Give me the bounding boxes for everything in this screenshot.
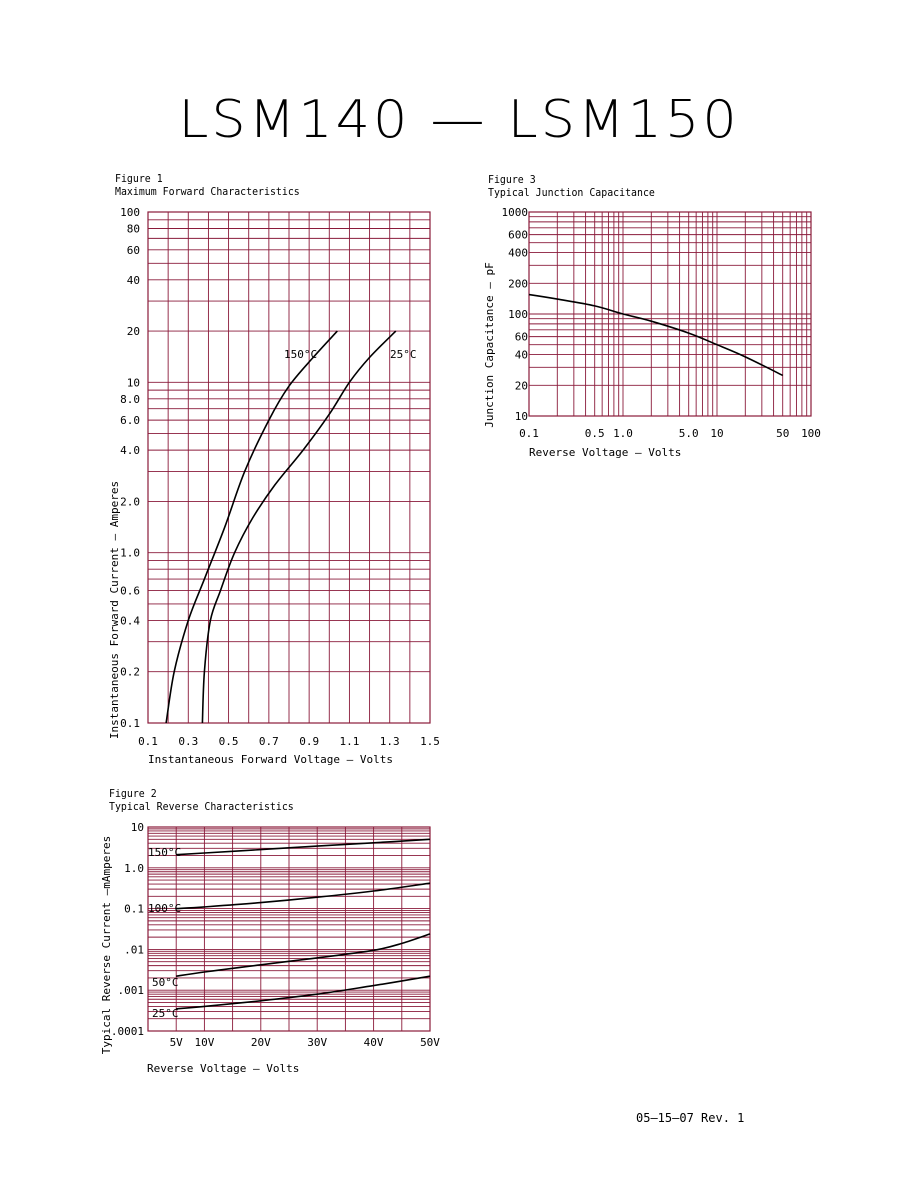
fig1-series-line-1 — [201, 330, 397, 724]
fig1-x-tick-label: 0.7 — [259, 735, 279, 748]
fig2-series-label-0: 150°C — [148, 846, 181, 859]
fig1-x-tick-label: 0.9 — [299, 735, 319, 748]
fig2-x-tick-label: 20V — [251, 1036, 271, 1049]
fig2-x-tick-label: 30V — [307, 1036, 327, 1049]
fig2-x-tick-label: 40V — [364, 1036, 384, 1049]
fig2-number: Figure 2 — [109, 787, 157, 800]
fig2-y-tick-label: 10 — [131, 821, 144, 834]
fig2-y-tick-label: .001 — [118, 984, 145, 997]
fig2-x-tick-label: 50V — [420, 1036, 440, 1049]
fig1-y-tick-label: 6.0 — [120, 414, 140, 427]
fig1-y-tick-label: 40 — [127, 274, 140, 287]
fig1-y-tick-label: 1.0 — [120, 547, 140, 560]
fig2-series-line-0 — [176, 838, 431, 856]
fig2-x-tick-label: 10V — [194, 1036, 214, 1049]
fig3-y-tick-label: 1000 — [502, 206, 529, 219]
fig2-chart: 5V 10V 20V 30V 40V 50V 10 1.0 0.1 .01 .001 .0001 150… — [100, 821, 440, 1075]
fig3-x-tick-label: 1.0 — [613, 427, 633, 440]
fig3-y-tick-label: 40 — [515, 349, 528, 362]
revision-footer: 05–15–07 Rev. 1 — [636, 1111, 745, 1125]
fig1-y-tick-label: 10 — [127, 376, 140, 389]
fig1-y-tick-label: 100 — [120, 206, 140, 219]
fig3-y-tick-label: 200 — [508, 277, 528, 290]
fig3-y-tick-label: 60 — [515, 331, 528, 344]
fig1-label: Figure 1 Maximum Forward Characteristics — [115, 172, 300, 198]
fig1-title: Maximum Forward Characteristics — [115, 185, 300, 198]
fig1-y-tick-label: 2.0 — [120, 495, 140, 508]
fig2-y-tick-label: 1.0 — [124, 862, 144, 875]
fig3-number: Figure 3 — [488, 173, 536, 186]
fig2-series-line-2 — [176, 933, 431, 977]
fig3-y-tick-label: 400 — [508, 247, 528, 260]
fig3-y-axis-label: Junction Capacitance – pF — [483, 262, 496, 428]
fig2-series-label-3: 25°C — [152, 1007, 179, 1020]
fig3-x-tick-label: 100 — [801, 427, 821, 440]
fig3-series-line-0 — [528, 293, 784, 377]
fig2-series-line-3 — [176, 975, 431, 1010]
fig1-y-tick-label: 0.2 — [120, 666, 140, 679]
fig2-x-tick-label: 5V — [170, 1036, 184, 1049]
page-title: LSM140 — LSM150 — [178, 89, 740, 150]
fig1-y-tick-label: 20 — [127, 325, 140, 338]
fig1-y-axis-label: Instantaneous Forward Current – Amperes — [108, 481, 121, 739]
fig3-y-tick-label: 100 — [508, 308, 528, 321]
fig3-x-tick-label: 5.0 — [679, 427, 699, 440]
fig1-x-tick-label: 1.3 — [380, 735, 400, 748]
fig3-x-axis-label: Reverse Voltage – Volts — [529, 446, 681, 459]
fig2-series-line-1 — [176, 882, 431, 910]
fig2-y-axis-label: Typical Reverse Current –mAmperes — [100, 836, 113, 1055]
fig1-x-tick-label: 1.1 — [339, 735, 359, 748]
fig3-x-tick-label: 0.5 — [585, 427, 605, 440]
fig2-y-tick-label: .0001 — [111, 1025, 144, 1038]
fig1-chart: 0.1 0.3 0.5 0.7 0.9 1.1 1.3 1.5 100 80 60 40 20 10 8.0… — [108, 206, 440, 766]
fig2-x-axis-label: Reverse Voltage – Volts — [147, 1062, 299, 1075]
fig1-series-label-150c: 150°C — [284, 348, 317, 361]
plot-frame — [147, 826, 431, 1032]
fig1-y-tick-label: 60 — [127, 244, 140, 257]
fig1-x-axis-label: Instantaneous Forward Voltage – Volts — [148, 753, 393, 766]
fig1-y-tick-label: 0.6 — [120, 584, 140, 597]
fig2-series-label-2: 50°C — [152, 976, 179, 989]
fig1-y-tick-label: 0.1 — [120, 717, 140, 730]
fig2-series-label-1: 100°C — [148, 902, 181, 915]
fig2-y-tick-label: 0.1 — [124, 903, 144, 916]
fig3-y-tick-label: 600 — [508, 229, 528, 242]
plot-frame — [528, 211, 812, 417]
fig1-x-tick-label: 0.1 — [138, 735, 158, 748]
fig3-chart: 0.1 0.5 1.0 5.0 10 50 100 1000 600 400 200 100 60 40 2… — [483, 206, 821, 459]
fig3-x-tick-label: 0.1 — [519, 427, 539, 440]
fig2-y-tick-label: .01 — [124, 943, 144, 956]
fig2-label: Figure 2 Typical Reverse Characteristics — [109, 787, 294, 813]
fig2-title: Typical Reverse Characteristics — [109, 800, 294, 813]
fig1-y-tick-label: 0.4 — [120, 614, 140, 627]
fig3-title: Typical Junction Capacitance — [488, 186, 655, 199]
fig3-label: Figure 3 Typical Junction Capacitance — [488, 173, 655, 199]
fig1-series-line-0 — [165, 330, 338, 724]
fig1-series-label-25c: 25°C — [390, 348, 417, 361]
fig1-y-tick-label: 80 — [127, 223, 140, 236]
fig1-x-tick-label: 1.5 — [420, 735, 440, 748]
fig3-y-tick-label: 20 — [515, 379, 528, 392]
fig3-x-tick-label: 10 — [710, 427, 723, 440]
fig3-y-tick-label: 10 — [515, 410, 528, 423]
plot-frame — [147, 211, 431, 724]
fig1-number: Figure 1 — [115, 172, 163, 185]
fig1-x-tick-label: 0.5 — [219, 735, 239, 748]
fig1-x-tick-label: 0.3 — [178, 735, 198, 748]
fig1-y-tick-label: 4.0 — [120, 444, 140, 457]
fig1-y-tick-label: 8.0 — [120, 393, 140, 406]
fig3-x-tick-label: 50 — [776, 427, 789, 440]
